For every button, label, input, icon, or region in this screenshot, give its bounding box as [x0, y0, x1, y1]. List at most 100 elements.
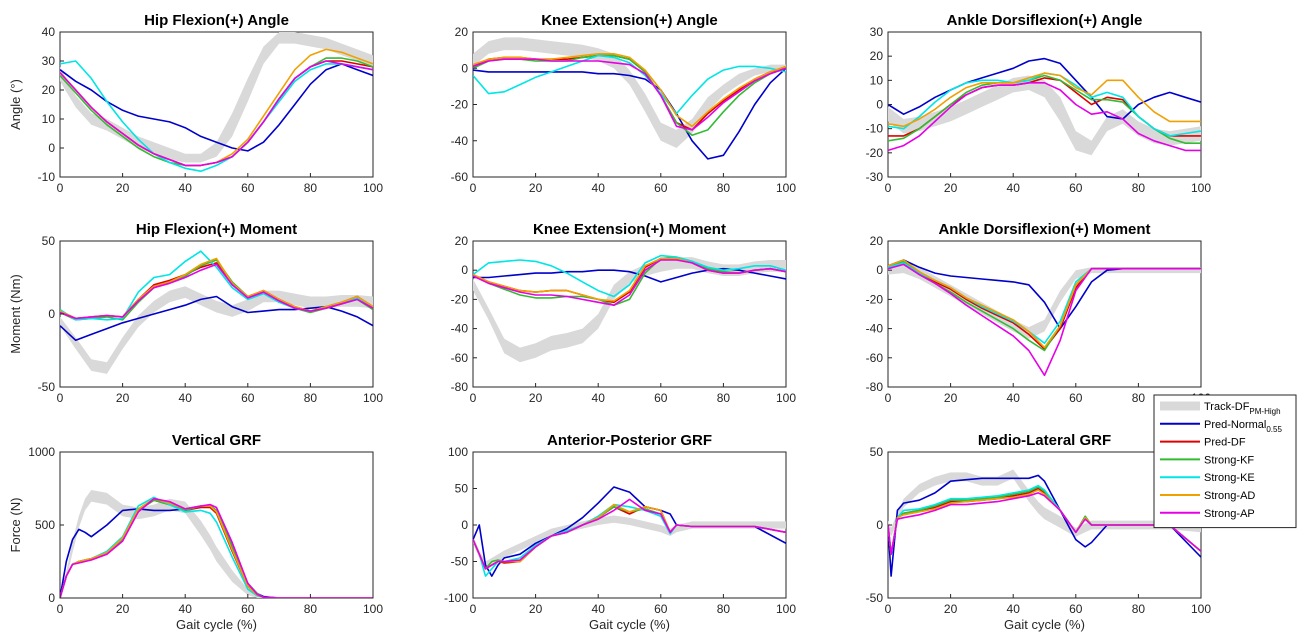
series-group — [60, 250, 373, 374]
x-tick-label: 80 — [717, 181, 731, 195]
x-tick-label: 20 — [529, 391, 543, 405]
x-tick-label: 20 — [944, 391, 958, 405]
y-tick-label: 30 — [870, 25, 884, 39]
y-tick-label: 20 — [870, 234, 884, 248]
chart-title: Ankle Dorsiflexion(+) Angle — [947, 12, 1143, 29]
y-tick-label: -10 — [38, 170, 56, 184]
x-tick-label: 0 — [885, 602, 892, 616]
y-tick-label: -20 — [866, 292, 884, 306]
x-tick-label: 60 — [1069, 391, 1083, 405]
series-line-ap — [888, 263, 1201, 377]
x-tick-label: 40 — [179, 391, 193, 405]
x-tick-label: 100 — [776, 391, 796, 405]
y-tick-label: 0 — [876, 518, 883, 532]
y-tick-label: -60 — [451, 351, 469, 365]
x-tick-label: 80 — [717, 602, 731, 616]
legend-label: Pred-Normal0.55 — [1204, 419, 1282, 434]
chart-title: Medio-Lateral GRF — [978, 432, 1111, 449]
x-tick-label: 0 — [885, 391, 892, 405]
x-tick-label: 0 — [470, 391, 477, 405]
x-tick-label: 80 — [1132, 602, 1146, 616]
y-axis-label: Moment (Nm) — [8, 274, 23, 353]
chart-title: Knee Extension(+) Moment — [533, 221, 726, 238]
legend-label-subscript: PM-High — [1249, 407, 1280, 416]
y-tick-label: -50 — [866, 591, 884, 605]
track-band — [473, 37, 786, 148]
x-tick-label: 80 — [304, 391, 318, 405]
track-band — [60, 490, 373, 598]
chart-title: Anterior-Posterior GRF — [547, 432, 712, 449]
track-band — [60, 286, 373, 374]
y-axis-label: Angle (°) — [8, 79, 23, 130]
x-tick-label: 0 — [57, 391, 64, 405]
legend-item-ap: Strong-AP — [1160, 508, 1255, 520]
y-tick-label: 50 — [870, 445, 884, 459]
series-line-ap — [60, 263, 373, 320]
series-line-ke — [60, 60, 373, 172]
y-tick-label: 1000 — [28, 445, 55, 459]
y-tick-label: 0 — [876, 263, 883, 277]
legend-item-normal: Pred-Normal0.55 — [1160, 419, 1282, 434]
track-band — [60, 32, 373, 163]
x-tick-label: 40 — [1007, 602, 1021, 616]
legend-label: Strong-KE — [1204, 472, 1255, 484]
x-tick-label: 60 — [241, 602, 255, 616]
series-group — [888, 57, 1201, 156]
legend-swatch — [1160, 401, 1200, 411]
series-group — [473, 37, 786, 160]
series-line-ap — [473, 498, 786, 570]
subplot-3: 0 20 40 60 80 100 -30 -20 -10 0 10 20 30 Ankle Dorsif… — [866, 12, 1212, 195]
x-tick-label: 80 — [304, 602, 318, 616]
y-tick-label: -30 — [866, 170, 884, 184]
x-tick-label: 100 — [363, 181, 383, 195]
series-line-normal — [888, 474, 1201, 577]
y-tick-label: -50 — [451, 555, 469, 569]
y-axis-label: Force (N) — [8, 498, 23, 553]
legend-item-df: Pred-DF — [1160, 437, 1246, 449]
series-group — [60, 32, 373, 172]
x-tick-label: 60 — [654, 602, 668, 616]
track-band — [473, 257, 786, 363]
x-tick-label: 100 — [776, 181, 796, 195]
y-tick-label: 30 — [42, 54, 56, 68]
x-tick-label: 0 — [57, 181, 64, 195]
x-tick-label: 80 — [1132, 391, 1146, 405]
series-line-ap — [60, 497, 373, 598]
x-tick-label: 40 — [1007, 181, 1021, 195]
x-tick-label: 80 — [304, 181, 318, 195]
chart-title: Vertical GRF — [172, 432, 261, 449]
x-tick-label: 80 — [717, 391, 731, 405]
x-tick-label: 100 — [363, 391, 383, 405]
x-tick-label: 20 — [944, 602, 958, 616]
y-tick-label: 40 — [42, 25, 56, 39]
series-group — [888, 259, 1201, 377]
legend-label: Strong-AD — [1204, 490, 1255, 502]
y-tick-label: 20 — [455, 234, 469, 248]
series-line-normal — [60, 63, 373, 152]
series-line-ad — [473, 53, 786, 128]
series-line-ke — [473, 254, 786, 298]
y-tick-label: 0 — [48, 591, 55, 605]
y-tick-label: -40 — [451, 134, 469, 148]
subplot-8: 0 20 40 60 80 100 -100 -50 0 50 100 Anterior-Poster… — [444, 432, 796, 632]
y-tick-label: -80 — [451, 380, 469, 394]
x-tick-label: 40 — [592, 391, 606, 405]
series-line-ap — [888, 82, 1201, 152]
x-tick-label: 40 — [1007, 391, 1021, 405]
y-tick-label: 0 — [461, 518, 468, 532]
legend-item-ke: Strong-KE — [1160, 472, 1255, 484]
y-tick-label: -20 — [451, 292, 469, 306]
y-tick-label: 0 — [48, 141, 55, 155]
y-tick-label: 500 — [35, 518, 55, 532]
x-tick-label: 20 — [116, 391, 130, 405]
series-line-ad — [60, 497, 373, 598]
track-band — [888, 75, 1201, 156]
y-tick-label: -80 — [866, 380, 884, 394]
y-tick-label: -20 — [866, 146, 884, 160]
y-tick-label: -60 — [866, 351, 884, 365]
